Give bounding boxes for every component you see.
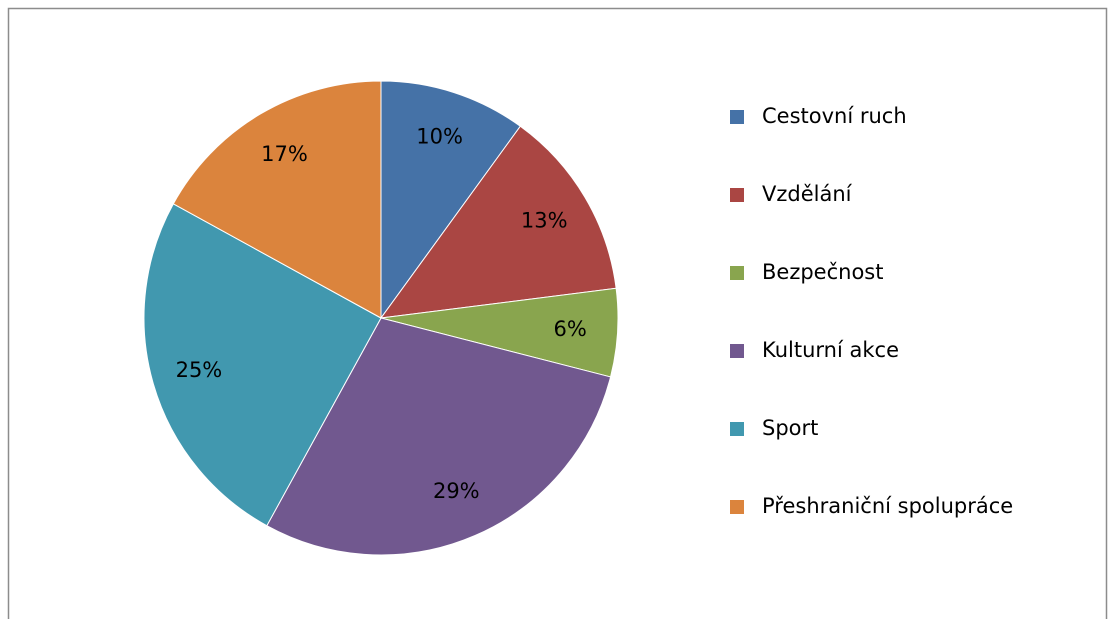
data-label: 6% [554,317,587,341]
legend-swatch [730,344,744,358]
data-label: 25% [176,358,223,382]
legend-label: Vzdělání [762,182,853,206]
legend-swatch [730,188,744,202]
pie-slice [380,80,522,320]
pie-slice [143,203,382,527]
data-label: 10% [416,125,463,149]
legend-swatch [730,500,744,514]
legend-label: Sport [762,416,818,440]
data-label: 13% [521,208,568,232]
legend-label: Kulturní akce [762,338,899,362]
legend-swatch [730,110,744,124]
pie-slice [379,125,617,319]
legend-swatch [730,266,744,280]
data-label: 29% [433,479,480,503]
data-label: 17% [261,142,308,166]
pie-slice [266,317,612,556]
legend-label: Bezpečnost [762,260,883,284]
legend-swatch [730,422,744,436]
legend-label: Přeshraniční spolupráce [762,494,1013,518]
legend-label: Cestovní ruch [762,104,907,128]
pie-slice [172,80,382,319]
